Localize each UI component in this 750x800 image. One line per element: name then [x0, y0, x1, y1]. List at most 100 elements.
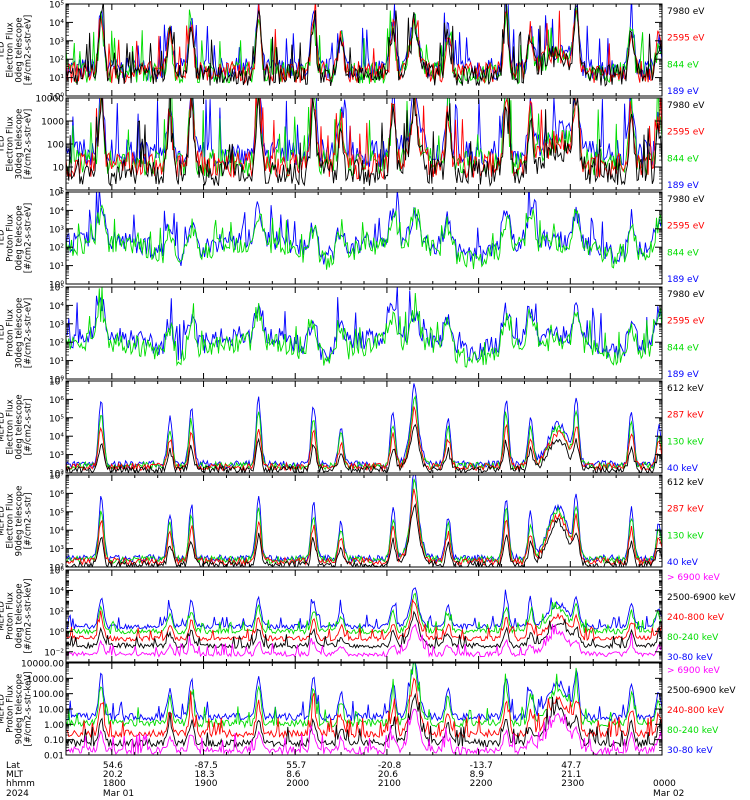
axis-column-value: -87.5 — [195, 761, 218, 771]
panel-1-series-4 — [66, 4, 662, 87]
y-tick-label: 10⁷ — [49, 472, 64, 482]
legend-entry: 189 eV — [667, 87, 700, 97]
y-axis-label-line: 0deg telescope — [15, 583, 25, 648]
y-axis: 10² 10³ 10⁴ 10⁵ 10⁶ 10⁷ — [49, 472, 662, 574]
y-axis-label-line: Electron Flux — [6, 493, 16, 548]
y-axis-label-line: [#/cm2-s-str-eV] — [24, 298, 34, 368]
y-axis-label-line: 0deg telescope — [15, 394, 25, 459]
y-tick-label: 10¹ — [49, 74, 64, 84]
legend: > 6900 keV 2500-6900 keV 240-800 keV 80-240… — [667, 666, 736, 756]
y-axis-label-line: [#/cm2-s-str-eV] — [24, 15, 34, 85]
y-axis-label-line: 30deg telescope — [15, 109, 25, 180]
legend-entry: 7980 eV — [667, 195, 705, 205]
axis-row-label: Lat — [6, 761, 21, 771]
axis-column-value: 47.7 — [561, 761, 581, 771]
legend-entry: 844 eV — [667, 343, 700, 353]
y-axis-label-line: Proton Flux — [6, 214, 16, 262]
y-tick-label: 10 — [53, 164, 65, 174]
axis-column-value: 21.1 — [561, 770, 581, 780]
y-axis-label-line: [#/cm2-s-str-eV] — [24, 203, 34, 273]
legend-entry: 240-800 keV — [667, 706, 725, 716]
y-axis-label-line: [#/cm2-s-str-keV] — [24, 672, 34, 747]
panel-data — [66, 587, 662, 658]
panel-8: 0.01 0.10 1.00 10.00 100.00 1000.00 10000.00 ME… — [0, 660, 736, 762]
y-tick-label: 1 — [58, 187, 64, 197]
legend-entry: 130 keV — [667, 437, 704, 447]
panel-data — [66, 383, 662, 473]
y-tick-label: 10⁷ — [49, 378, 64, 388]
legend: 612 keV 287 keV 130 keV 40 keV — [667, 384, 704, 474]
axis-column-value: 1900 — [195, 779, 218, 789]
panel-5-series-4 — [66, 423, 662, 473]
legend-entry: 287 keV — [667, 411, 704, 421]
legend: > 6900 keV 2500-6900 keV 240-800 keV 80-240… — [667, 573, 736, 663]
y-axis-label-line: [#/cm2-s-str] — [24, 399, 34, 456]
y-axis-label-line: Proton Flux — [6, 685, 16, 733]
y-axis-label: MEPEDElectron Flux90deg telescope[#/cm2-… — [0, 486, 34, 557]
legend-entry: 80-240 keV — [667, 726, 719, 736]
panel-data — [66, 287, 662, 368]
panel-data — [66, 98, 662, 187]
y-axis-label-line: 30deg telescope — [15, 298, 25, 369]
axis-column-value: Mar 02 — [653, 789, 684, 799]
axis-column-value: 20.2 — [103, 770, 123, 780]
y-axis: 10⁻² 10⁰ 10² 10⁴ 10⁶ — [44, 567, 662, 660]
panel-frame — [65, 286, 663, 380]
axis-column-value: 2200 — [470, 779, 493, 789]
y-tick-label: 10⁴ — [49, 19, 64, 29]
y-axis-label-line: TED — [0, 324, 7, 343]
legend-entry: 612 keV — [667, 478, 704, 488]
y-tick-label: 1000.00 — [27, 675, 64, 685]
y-axis-label-line: TED — [0, 135, 7, 154]
panel-frame — [65, 380, 663, 474]
y-tick-label: 10³ — [49, 451, 64, 461]
y-tick-label: 1000 — [41, 118, 64, 128]
legend-entry: 7980 eV — [667, 101, 705, 111]
legend-entry: 2595 eV — [667, 34, 705, 44]
legend-entry: 2595 eV — [667, 317, 705, 327]
panel-4-series-2 — [66, 287, 662, 368]
legend-entry: 30-80 keV — [667, 746, 713, 756]
y-tick-label: 100.00 — [33, 690, 65, 700]
y-axis: 10² 10³ 10⁴ 10⁵ 10⁶ 10⁷ — [49, 378, 662, 480]
y-axis-label-line: MEPED — [0, 601, 7, 631]
panel-5-series-3 — [66, 406, 662, 473]
y-axis-label-line: Electron Flux — [6, 399, 16, 454]
panel-8-series-3 — [66, 677, 662, 739]
y-axis-label-line: MEPED — [0, 506, 7, 536]
y-axis-label-line: MEPED — [0, 412, 7, 442]
y-axis: 1 10 100 1000 10000 — [35, 95, 662, 197]
y-tick-label: 100 — [47, 141, 64, 151]
legend-entry: 612 keV — [667, 384, 704, 394]
y-tick-label: 10⁴ — [49, 207, 64, 217]
panel-6-series-4 — [66, 503, 662, 567]
y-axis-label: TEDProton Flux30deg telescope[#/cm2-s-st… — [0, 298, 34, 369]
y-tick-label: 10² — [49, 470, 64, 480]
axis-column-value: -13.7 — [470, 761, 493, 771]
legend-entry: 844 eV — [667, 248, 700, 258]
y-tick-label: 10⁵ — [49, 189, 64, 199]
axis-column-value: -20.8 — [378, 761, 402, 771]
y-axis-label-line: TED — [0, 229, 7, 248]
y-axis-label-line: 90deg telescope — [15, 674, 25, 745]
panel-7-series-4 — [66, 610, 662, 650]
legend-entry: 130 keV — [667, 531, 704, 541]
legend-entry: 30-80 keV — [667, 653, 713, 663]
panel-6: 10² 10³ 10⁴ 10⁵ 10⁶ 10⁷ MEPEDElectron Flux90de… — [0, 472, 704, 574]
panel-6-series-1 — [66, 475, 662, 564]
axis-column-value: 54.6 — [103, 761, 123, 771]
legend-entry: 287 keV — [667, 505, 704, 515]
legend-entry: 80-240 keV — [667, 633, 719, 643]
legend-entry: 189 eV — [667, 370, 700, 380]
legend-entry: 2595 eV — [667, 222, 705, 232]
legend-entry: 2500-6900 keV — [667, 593, 736, 603]
legend-entry: > 6900 keV — [667, 666, 721, 676]
y-axis: 0.01 0.10 1.00 10.00 100.00 1000.00 10000.00 — [21, 660, 662, 762]
axis-column-value: 2100 — [378, 779, 401, 789]
legend-entry: 40 keV — [667, 558, 699, 568]
axis-column-value: 8.9 — [470, 770, 485, 780]
legend-entry: 40 keV — [667, 464, 699, 474]
y-tick-label: 10⁴ — [49, 433, 64, 443]
legend: 612 keV 287 keV 130 keV 40 keV — [667, 478, 704, 568]
